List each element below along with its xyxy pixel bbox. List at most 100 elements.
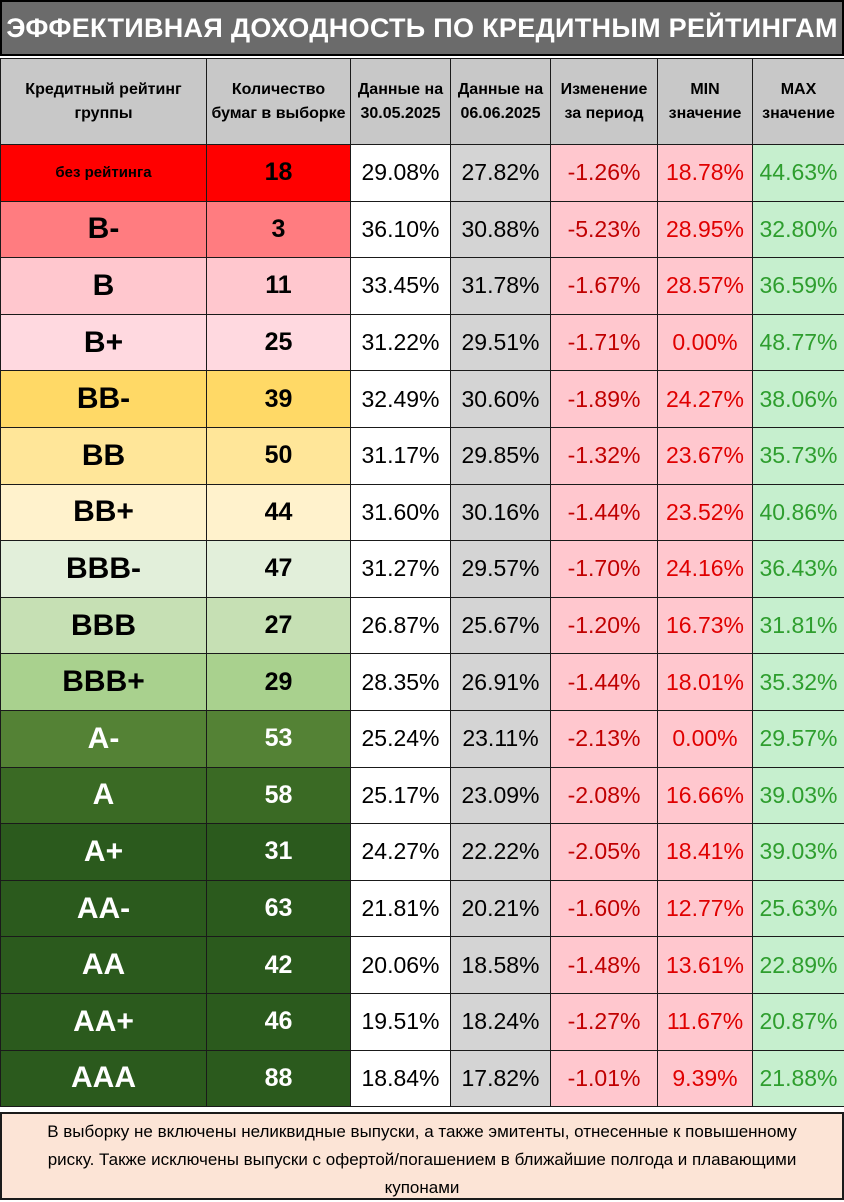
cell-change: -1.70% [551,541,658,598]
cell-rating: без рейтинга [1,145,207,202]
cell-max: 20.87% [753,993,844,1050]
cell-count: 88 [207,1050,351,1107]
cell-max: 35.73% [753,427,844,484]
cell-date1: 24.27% [351,824,451,881]
cell-date1: 31.60% [351,484,451,541]
cell-rating: BBB [1,597,207,654]
cell-max: 29.57% [753,710,844,767]
cell-date1: 19.51% [351,993,451,1050]
cell-count: 46 [207,993,351,1050]
cell-min: 16.73% [658,597,753,654]
cell-rating: B+ [1,314,207,371]
yield-table: Кредитный рейтинг группы Количество бума… [0,58,844,1107]
cell-min: 12.77% [658,880,753,937]
cell-max: 35.32% [753,654,844,711]
cell-min: 28.57% [658,258,753,315]
cell-rating: B- [1,201,207,258]
cell-min: 23.67% [658,427,753,484]
cell-count: 44 [207,484,351,541]
cell-min: 0.00% [658,314,753,371]
cell-date2: 25.67% [451,597,551,654]
header-rating: Кредитный рейтинг группы [1,59,207,145]
cell-rating: BBB+ [1,654,207,711]
cell-date2: 30.16% [451,484,551,541]
cell-date1: 36.10% [351,201,451,258]
cell-min: 18.41% [658,824,753,881]
cell-count: 3 [207,201,351,258]
cell-change: -2.05% [551,824,658,881]
cell-date1: 26.87% [351,597,451,654]
cell-change: -1.26% [551,145,658,202]
cell-rating: BB+ [1,484,207,541]
cell-change: -1.44% [551,484,658,541]
cell-rating: B [1,258,207,315]
cell-count: 39 [207,371,351,428]
cell-min: 16.66% [658,767,753,824]
cell-change: -1.67% [551,258,658,315]
cell-count: 63 [207,880,351,937]
cell-date2: 29.51% [451,314,551,371]
cell-date2: 23.11% [451,710,551,767]
cell-change: -1.01% [551,1050,658,1107]
cell-date1: 29.08% [351,145,451,202]
cell-date2: 26.91% [451,654,551,711]
cell-max: 48.77% [753,314,844,371]
cell-max: 39.03% [753,767,844,824]
header-max: MAX значение [753,59,844,145]
cell-max: 36.59% [753,258,844,315]
cell-count: 31 [207,824,351,881]
cell-min: 18.01% [658,654,753,711]
cell-count: 29 [207,654,351,711]
header-count: Количество бумаг в выборке [207,59,351,145]
cell-rating: BB [1,427,207,484]
cell-min: 28.95% [658,201,753,258]
cell-max: 21.88% [753,1050,844,1107]
cell-date2: 29.85% [451,427,551,484]
cell-change: -1.60% [551,880,658,937]
cell-rating: AA [1,937,207,994]
cell-rating: AAA [1,1050,207,1107]
cell-max: 32.80% [753,201,844,258]
cell-change: -1.27% [551,993,658,1050]
cell-max: 22.89% [753,937,844,994]
cell-date1: 20.06% [351,937,451,994]
cell-date2: 30.88% [451,201,551,258]
cell-rating: AA+ [1,993,207,1050]
cell-count: 42 [207,937,351,994]
cell-count: 27 [207,597,351,654]
cell-date1: 31.17% [351,427,451,484]
cell-min: 9.39% [658,1050,753,1107]
cell-date1: 32.49% [351,371,451,428]
cell-change: -1.32% [551,427,658,484]
cell-min: 23.52% [658,484,753,541]
cell-date1: 25.24% [351,710,451,767]
cell-min: 18.78% [658,145,753,202]
cell-count: 11 [207,258,351,315]
cell-change: -5.23% [551,201,658,258]
cell-min: 0.00% [658,710,753,767]
header-date2: Данные на 06.06.2025 [451,59,551,145]
header-date1: Данные на 30.05.2025 [351,59,451,145]
cell-rating: BB- [1,371,207,428]
cell-rating: A- [1,710,207,767]
cell-change: -2.08% [551,767,658,824]
cell-count: 58 [207,767,351,824]
cell-date2: 18.24% [451,993,551,1050]
cell-date1: 28.35% [351,654,451,711]
cell-date2: 18.58% [451,937,551,994]
cell-change: -1.48% [551,937,658,994]
cell-date2: 17.82% [451,1050,551,1107]
cell-date1: 33.45% [351,258,451,315]
cell-date1: 25.17% [351,767,451,824]
cell-min: 24.16% [658,541,753,598]
